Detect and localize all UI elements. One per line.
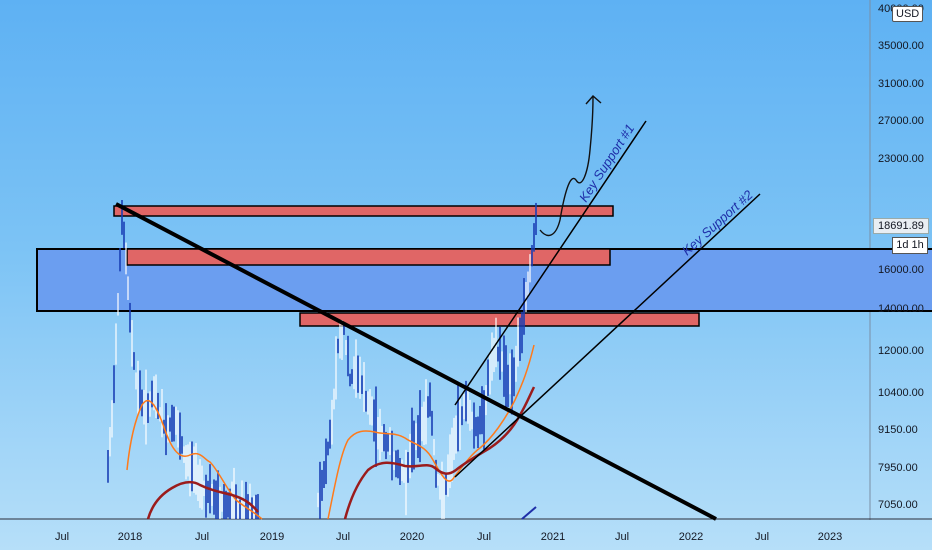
price-tick-label: 10400.00 [878,387,924,399]
time-tick-label: 2021 [541,531,565,543]
price-tick-label: 7950.00 [878,462,918,474]
candles-group [107,200,537,519]
ma-slow-line-1 [146,480,259,520]
key-support-2-line[interactable] [454,193,761,478]
key-support-1-line[interactable] [454,120,647,406]
price-tick-label: 7050.00 [878,499,918,511]
time-tick-label: Jul [615,531,629,543]
key-support-2-label: Key Support #2 [679,187,756,259]
projection-arrow-icon [585,95,602,105]
time-tick-label: Jul [755,531,769,543]
descending-trendline[interactable] [115,202,717,521]
ma-fast-line-1 [126,399,263,520]
time-axis-labels: Jul 2018 Jul 2019 Jul 2020 Jul 2021 Jul 2022 Jul 20… [55,531,842,543]
price-tick-label: 35000.00 [878,40,924,52]
last-price-badge: 18691.89 [873,218,929,234]
time-tick-label: 2022 [679,531,703,543]
price-tick-label: 16000.00 [878,264,924,276]
projection-path [539,96,594,237]
ma-fast-line-2 [327,344,535,520]
timeframe-badge[interactable]: 1d 1h [892,237,928,254]
time-tick-label: Jul [195,531,209,543]
time-tick-label: Jul [336,531,350,543]
price-tick-label: 14000.00 [878,303,924,315]
price-axis-labels: 40000.0035000.0031000.0027000.0023000.00… [878,3,924,511]
time-tick-label: 2023 [818,531,842,543]
price-tick-label: 27000.00 [878,115,924,127]
price-tick-label: 9150.00 [878,424,918,436]
blue-stub-line [521,506,537,520]
key-support-1-label: Key Support #1 [576,121,637,204]
resistance-zone-top[interactable] [113,205,614,217]
price-tick-label: 23000.00 [878,153,924,165]
resistance-zone-middle[interactable] [126,248,611,266]
support-zone-lower[interactable] [299,312,700,327]
time-tick-label: Jul [477,531,491,543]
time-tick-label: 2019 [260,531,284,543]
time-tick-label: 2020 [400,531,424,543]
currency-badge[interactable]: USD [892,6,924,22]
time-tick-label: 2018 [118,531,142,543]
time-tick-label: Jul [55,531,69,543]
price-tick-label: 31000.00 [878,78,924,90]
price-tick-label: 12000.00 [878,345,924,357]
